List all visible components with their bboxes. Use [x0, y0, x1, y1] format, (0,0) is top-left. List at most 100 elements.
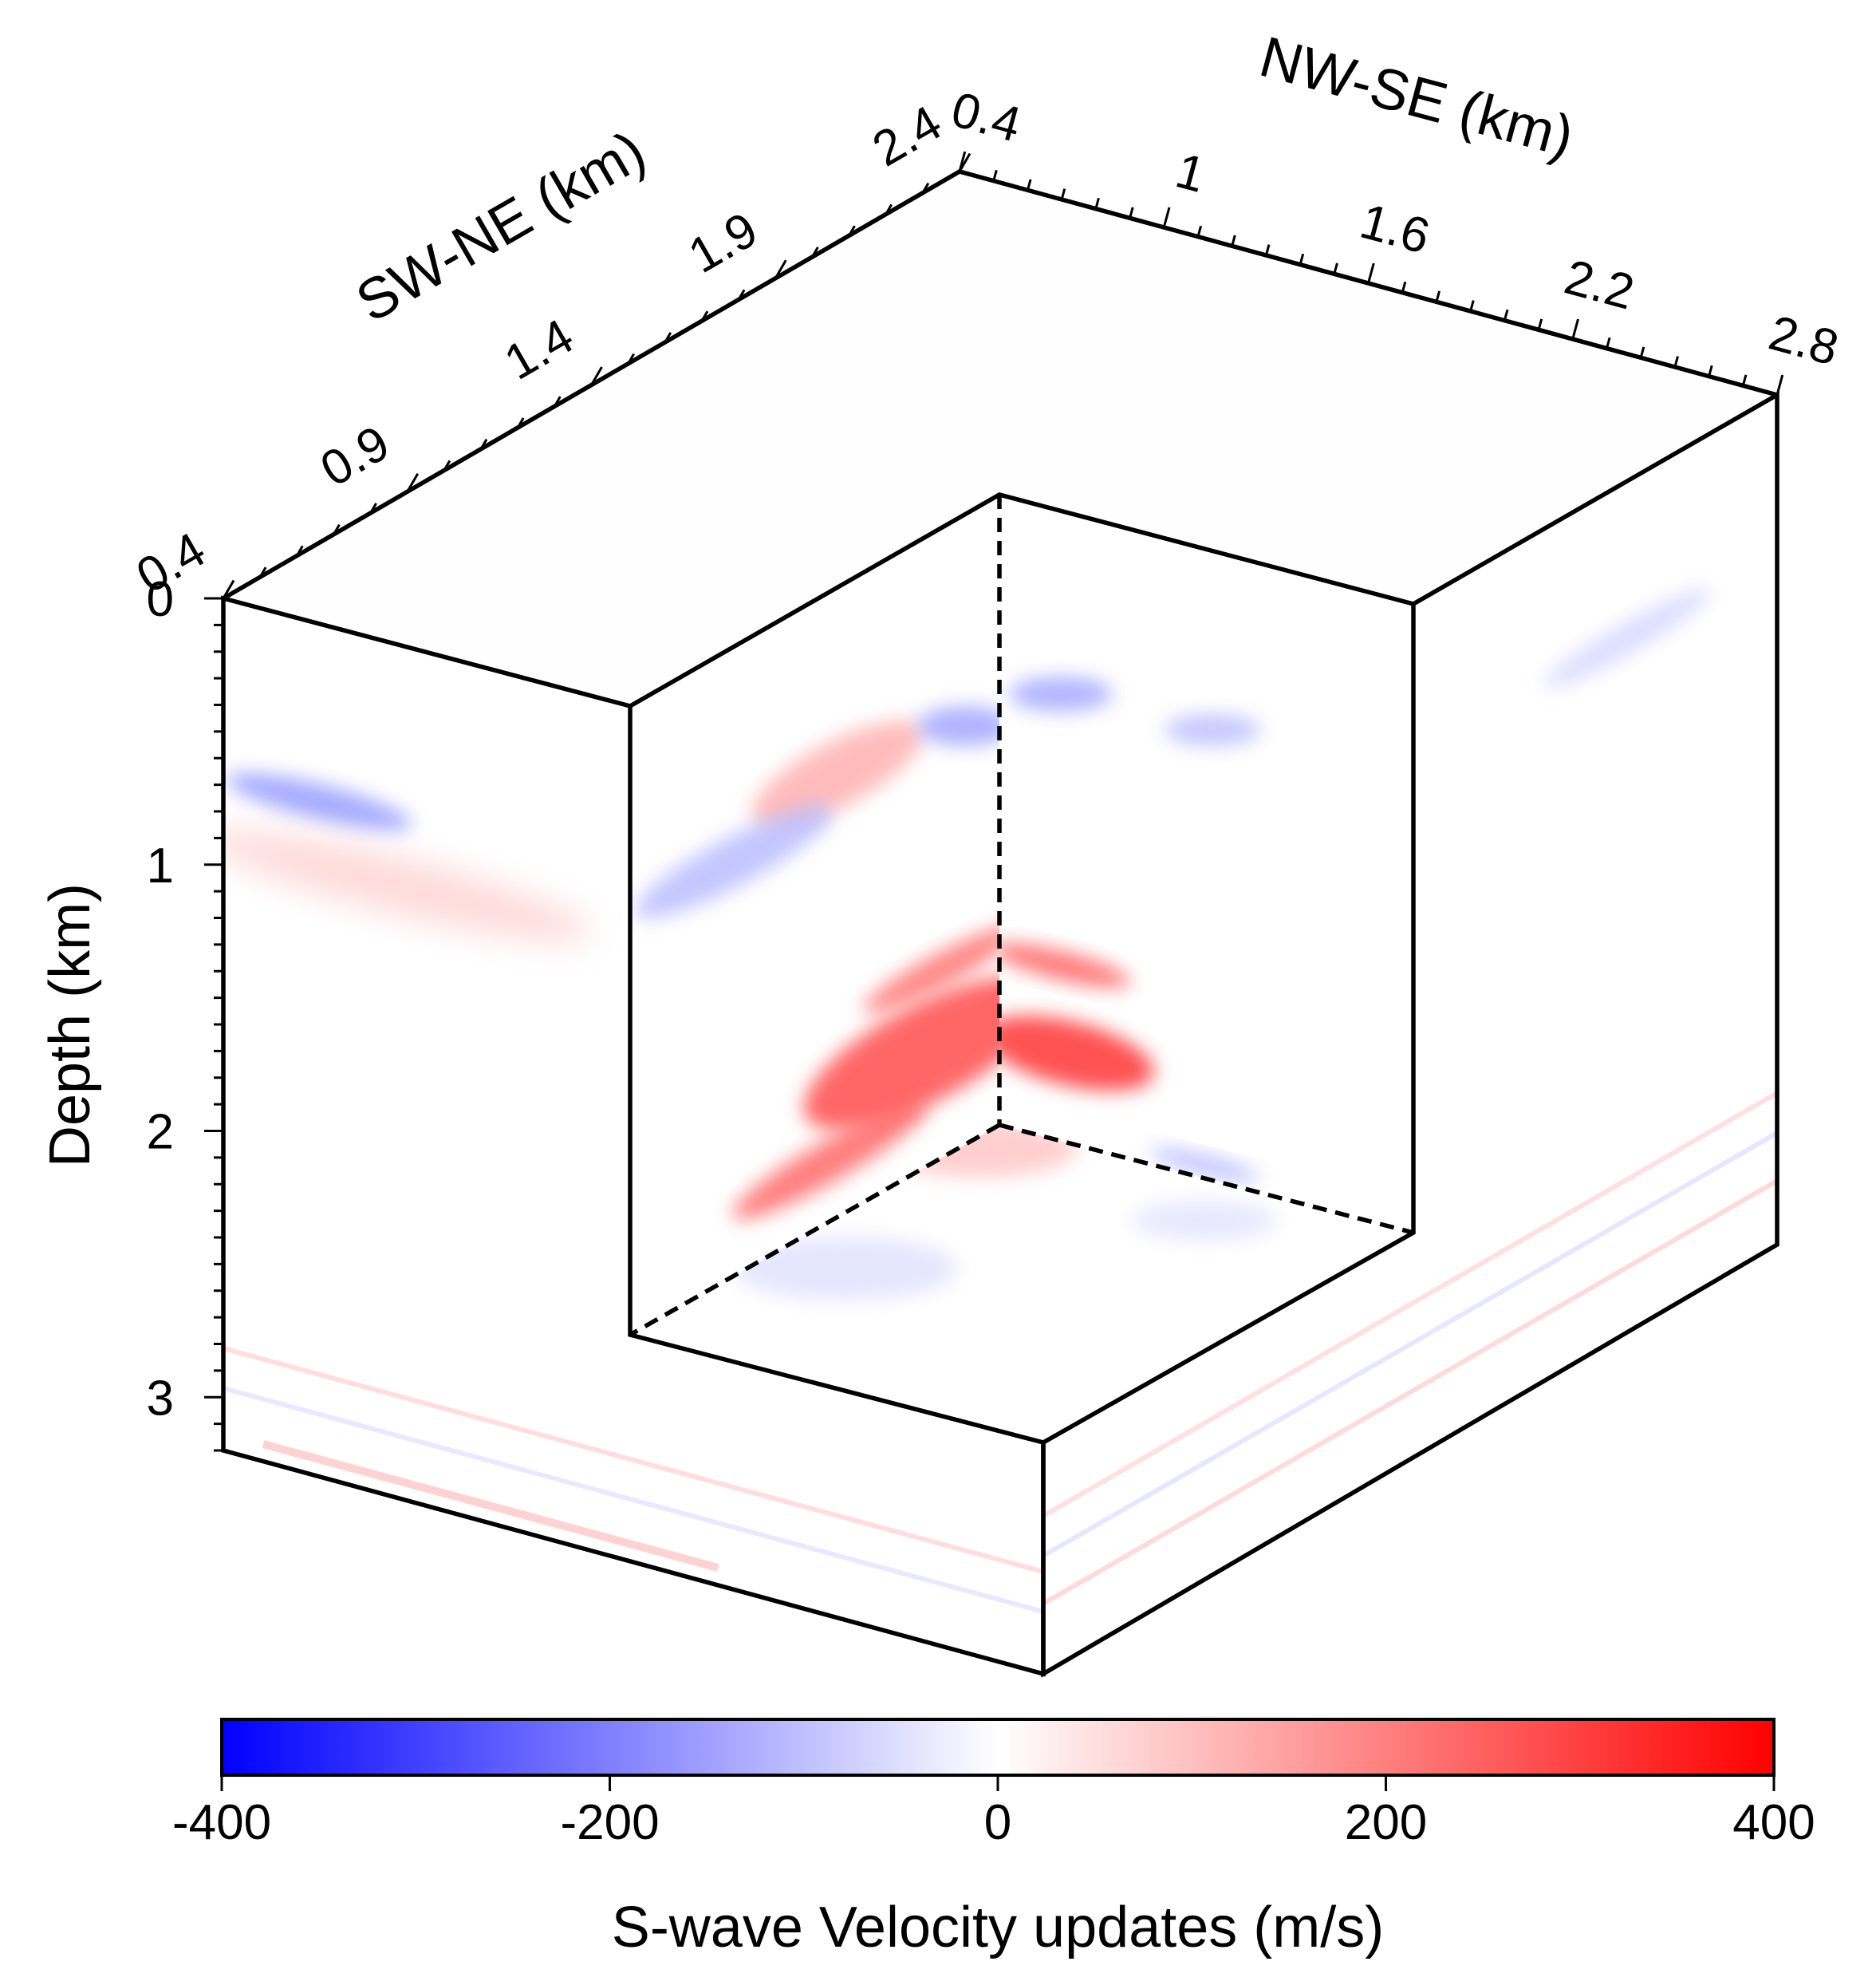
sw-ne-anomalies [223, 772, 1043, 1614]
depth-axis-ticks: 0 1 2 3 [147, 572, 223, 1452]
anomaly-red-strong [803, 977, 999, 1130]
x-major-tick [590, 366, 603, 386]
y-tick-label: 0.4 [946, 82, 1027, 153]
anomaly-blue [1009, 677, 1113, 712]
y-minor-tick [1469, 300, 1475, 312]
y-minor-tick [1026, 179, 1032, 191]
y-minor-tick [1264, 244, 1271, 256]
x-minor-tick [443, 460, 451, 472]
x-minor-tick [479, 438, 488, 450]
colorbar-tick-label: 0 [984, 1795, 1011, 1850]
stripe [223, 1346, 1043, 1574]
x-minor-tick [664, 332, 672, 343]
anomaly-red-band [223, 830, 593, 941]
anomaly-red-strong [999, 1015, 1155, 1091]
stripe [1043, 1178, 1777, 1606]
y-tick-label: 2.8 [1764, 306, 1844, 377]
colorbar-tick-label: 400 [1732, 1795, 1815, 1850]
y-minor-tick [1129, 207, 1134, 219]
anomaly-blue-shallow [226, 772, 412, 831]
x-minor-tick [258, 566, 267, 578]
y-minor-tick [1231, 235, 1236, 247]
nw-se-anomalies [1043, 589, 1777, 1606]
inner-right-face [999, 495, 1413, 1233]
y-major-tick [1367, 262, 1375, 284]
colorbar-tick-label: -200 [560, 1795, 659, 1850]
y-minor-tick [1094, 197, 1100, 210]
y-major-tick [1776, 374, 1784, 396]
anomaly-red [999, 943, 1131, 988]
stripe [1043, 1131, 1777, 1558]
z-tick-label: 3 [147, 1371, 174, 1426]
colorbar-tick-label: 200 [1345, 1795, 1427, 1850]
x-minor-tick [700, 310, 709, 322]
y-minor-tick [1401, 281, 1407, 294]
colorbar-tick-label: -400 [172, 1795, 271, 1850]
x-minor-tick [921, 182, 930, 194]
x-minor-tick [627, 353, 635, 365]
colorbar-gradient [220, 1718, 1776, 1777]
anomaly-blue-floor [734, 1237, 957, 1300]
x-tick-label: 2.4 [864, 95, 951, 177]
y-minor-tick [1503, 309, 1509, 322]
colorbar: -400 -200 0 200 400 S-wave Velocity updates … [172, 1718, 1815, 1959]
y-axis-label: NW-SE (km) [1253, 25, 1580, 169]
z-axis-label: Depth (km) [38, 883, 102, 1167]
x-axis-label: SW-NE (km) [346, 119, 656, 335]
y-major-tick [958, 151, 967, 172]
x-minor-tick [516, 417, 525, 428]
inner-right-anomalies [999, 677, 1260, 1182]
inner-left-anomalies [634, 706, 999, 1220]
x-tick-label: 1.4 [495, 309, 582, 391]
x-minor-tick [296, 545, 304, 557]
anomaly-blue [634, 805, 834, 918]
y-minor-tick [1673, 356, 1679, 368]
top-face [223, 172, 1777, 706]
x-minor-tick [554, 396, 562, 408]
colorbar-label: S-wave Velocity updates (m/s) [612, 1896, 1384, 1959]
anomaly-blue-faint [1543, 589, 1711, 688]
anomaly-blue-floor [1133, 1201, 1276, 1241]
y-tick-label: 1.6 [1354, 194, 1435, 265]
x-minor-tick [737, 289, 746, 301]
y-major-tick [1162, 207, 1171, 228]
x-major-tick [774, 259, 787, 279]
y-tick-label: 2.2 [1559, 250, 1639, 321]
y-minor-tick [1060, 188, 1066, 200]
y-tick-label: 1 [1170, 143, 1211, 203]
z-tick-label: 2 [147, 1105, 174, 1160]
anomaly-red [863, 925, 999, 1013]
x-major-tick [222, 579, 235, 599]
anomaly-red-deep [732, 1102, 927, 1220]
y-minor-tick [1708, 365, 1713, 377]
x-minor-tick [811, 247, 819, 258]
stripe [223, 1386, 1043, 1614]
y-minor-tick [1606, 337, 1611, 349]
y-major-tick [1571, 318, 1579, 340]
y-minor-tick [1299, 253, 1305, 266]
x-minor-tick [885, 203, 893, 215]
z-tick-label: 1 [147, 839, 174, 894]
y-minor-tick [992, 169, 998, 182]
x-minor-tick [333, 523, 341, 535]
anomaly-blue [1150, 1148, 1259, 1182]
anomaly-blue [1165, 714, 1260, 746]
x-minor-tick [369, 503, 377, 514]
y-minor-tick [1196, 225, 1203, 238]
nw-se-face [1043, 395, 1777, 1674]
y-minor-tick [1741, 374, 1748, 386]
y-minor-tick [1639, 346, 1645, 358]
colorbar-ticks: -400 -200 0 200 400 [172, 1775, 1815, 1850]
x-major-tick [406, 472, 420, 493]
anomaly-blue [917, 706, 999, 746]
x-minor-tick [848, 225, 856, 237]
x-tick-label: 1.9 [680, 202, 767, 284]
y-minor-tick [1537, 318, 1543, 330]
anomaly-red-shallow [751, 720, 924, 827]
y-minor-tick [1435, 290, 1441, 302]
stripe [262, 1440, 719, 1572]
z-tick-label: 0 [147, 572, 174, 627]
x-tick-label: 0.9 [312, 416, 399, 498]
stripe [1043, 1091, 1777, 1518]
